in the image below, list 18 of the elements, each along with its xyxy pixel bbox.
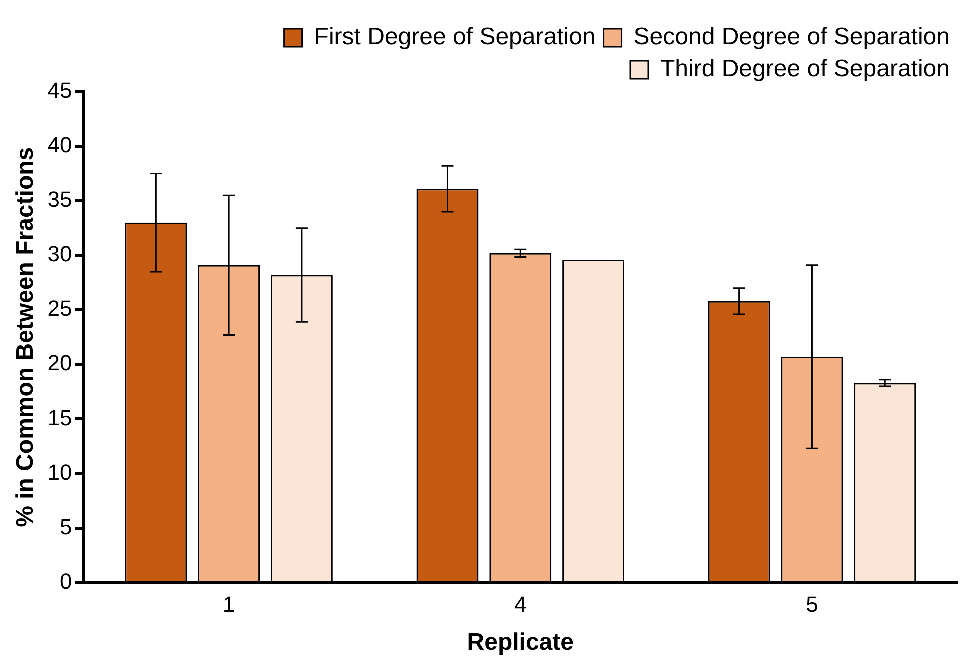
y-tick-label: 0 <box>60 568 72 594</box>
y-tick-label: 20 <box>48 350 72 376</box>
y-tick-label: 30 <box>48 242 72 267</box>
y-axis-title: % in Common Between Fractions <box>12 147 40 528</box>
x-tick-label: 1 <box>222 592 236 618</box>
x-tick-label: 4 <box>514 592 527 618</box>
y-tick-label: 45 <box>48 78 72 104</box>
legend-label: Third Degree of Separation <box>660 56 950 83</box>
y-tick-label: 10 <box>48 460 72 485</box>
y-tick-label: 15 <box>48 405 72 430</box>
legend-label: First Degree of Separation <box>314 24 596 51</box>
x-axis-title: Replicate <box>467 629 574 656</box>
y-tick-label: 25 <box>48 296 72 322</box>
y-tick-label: 35 <box>48 187 72 212</box>
legend-label: Second Degree of Separation <box>634 24 950 51</box>
y-tick-label: 40 <box>48 132 72 158</box>
x-tick-label: 5 <box>806 592 818 618</box>
y-tick-label: 5 <box>60 514 72 540</box>
